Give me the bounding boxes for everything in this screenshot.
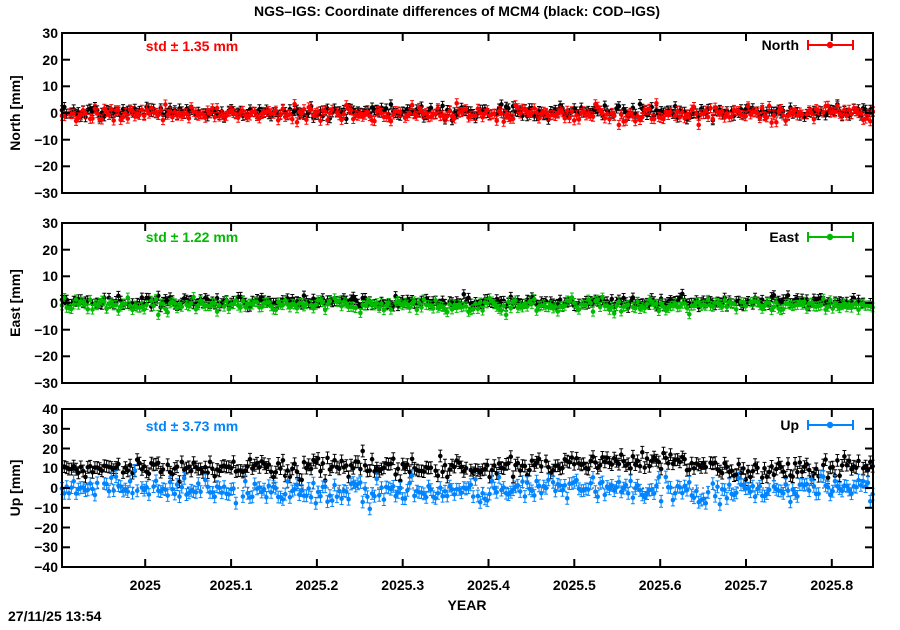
- plot-timestamp: 27/11/25 13:54: [8, 608, 102, 624]
- x-tick-label: 2025.1: [209, 577, 253, 593]
- y-tick-label: −20: [34, 519, 58, 536]
- y-tick-label: 10: [42, 78, 58, 95]
- y-tick-label: −10: [34, 499, 58, 516]
- y-tick-label: 20: [42, 51, 58, 68]
- y-tick-label: −40: [34, 559, 58, 575]
- x-tick-label: 2025.6: [638, 577, 682, 593]
- y-tick-label: −30: [34, 375, 58, 391]
- y-tick-label: −20: [34, 158, 58, 175]
- y-tick-label: 20: [42, 440, 58, 457]
- x-tick-label: 2025.8: [810, 577, 854, 593]
- north-legend-label: North: [761, 37, 799, 53]
- y-tick-label: 40: [42, 401, 58, 417]
- y-tick-label: 0: [50, 295, 58, 311]
- y-tick-label: −30: [34, 539, 58, 556]
- x-tick-label: 2025.3: [381, 577, 425, 593]
- y-tick-label: 0: [50, 480, 58, 496]
- y-tick-label: −30: [34, 185, 58, 201]
- north-std-label: std ± 1.35 mm: [145, 38, 239, 54]
- up-legend-label: Up: [780, 417, 799, 433]
- y-tick-label: 30: [42, 215, 58, 231]
- y-tick-label: 10: [42, 268, 58, 285]
- y-tick-label: 10: [42, 460, 58, 477]
- east-std-label: std ± 1.22 mm: [145, 229, 239, 245]
- east-legend-label: East: [769, 229, 799, 245]
- up-legend: Up: [780, 417, 856, 433]
- x-axis-label: YEAR: [447, 597, 487, 613]
- y-tick-label: −10: [34, 321, 58, 338]
- north-legend: North: [762, 37, 856, 53]
- east-legend: East: [769, 229, 856, 245]
- x-tick-label: 2025.2: [295, 577, 339, 593]
- y-tick-label: 30: [42, 420, 58, 437]
- y-tick-label: 0: [50, 105, 58, 121]
- errorbar-sample-icon: [807, 420, 854, 430]
- x-tick-label: 2025.7: [724, 577, 768, 593]
- errorbar-sample-icon: [807, 40, 854, 50]
- up-std-label: std ± 3.73 mm: [145, 418, 239, 434]
- errorbar-sample-icon: [807, 232, 854, 242]
- y-tick-label: 20: [42, 241, 58, 258]
- x-tick-label: 2025.4: [467, 577, 510, 593]
- y-tick-label: −20: [34, 348, 58, 365]
- x-tick-label: 2025: [129, 577, 161, 593]
- y-tick-label: −10: [34, 131, 58, 148]
- x-tick-label: 2025.5: [552, 577, 596, 593]
- chart-title: NGS–IGS: Coordinate differences of MCM4 …: [253, 3, 661, 19]
- y-tick-label: 30: [42, 25, 58, 41]
